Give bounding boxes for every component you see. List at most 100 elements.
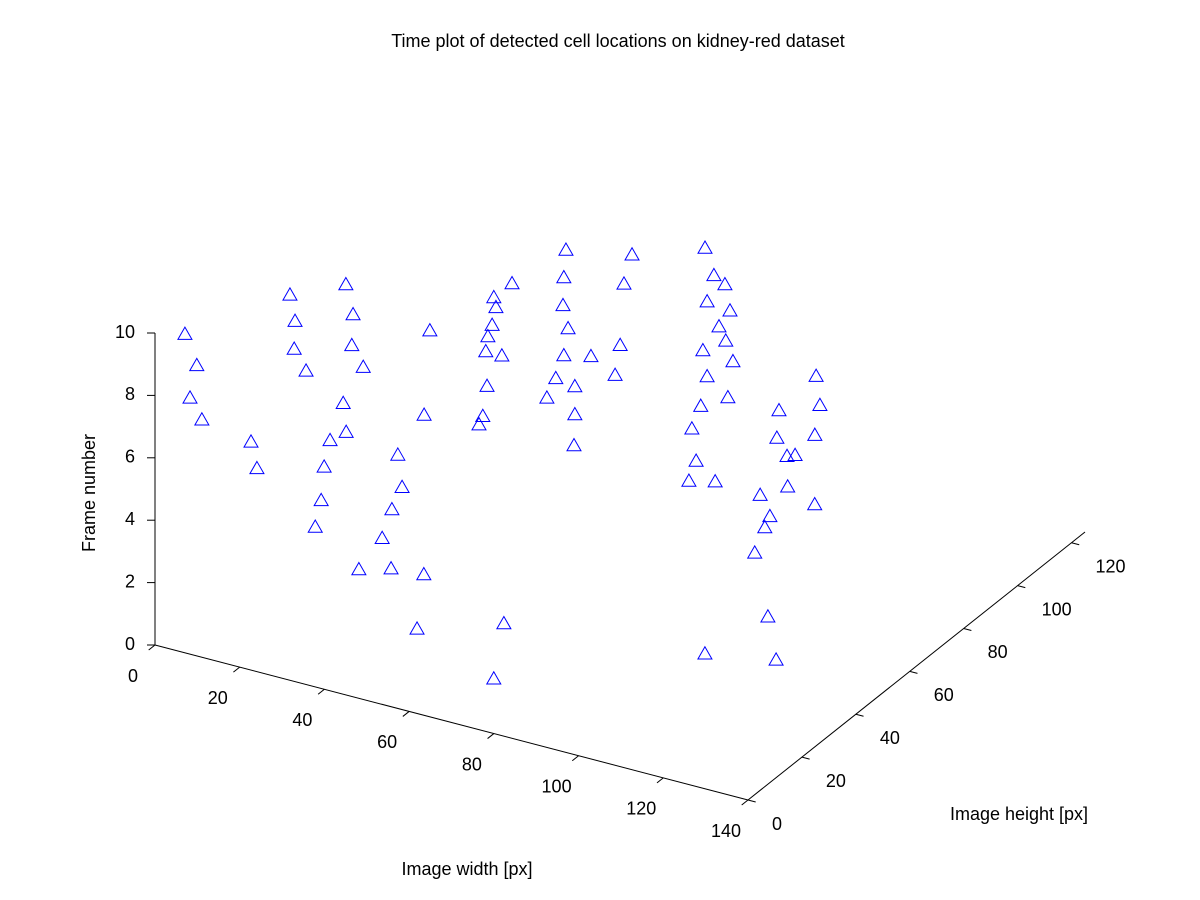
- z-tick-label: 0: [125, 634, 135, 654]
- data-point: [384, 501, 400, 516]
- data-point: [768, 651, 784, 666]
- data-point: [771, 402, 787, 417]
- data-point: [806, 427, 823, 441]
- data-point: [707, 473, 724, 488]
- data-point: [787, 447, 803, 462]
- data-point: [711, 318, 727, 333]
- data-point: [415, 566, 432, 581]
- x-tick: [656, 777, 664, 784]
- data-point: [752, 487, 769, 501]
- data-point: [555, 297, 571, 312]
- data-point: [479, 378, 495, 392]
- data-point: [345, 306, 361, 321]
- data-point: [504, 275, 520, 290]
- data-point: [722, 302, 738, 317]
- data-point: [762, 508, 778, 523]
- data-point: [337, 276, 354, 291]
- data-point: [477, 343, 494, 358]
- data-point: [383, 560, 399, 575]
- y-tick: [747, 799, 756, 803]
- data-point: [313, 492, 330, 507]
- x-tick-label: 60: [377, 732, 397, 752]
- data-point: [555, 269, 572, 284]
- data-point: [298, 362, 314, 377]
- data-point: [496, 615, 512, 630]
- y-axis-title: Image height [px]: [950, 804, 1088, 824]
- x-axis: [154, 644, 749, 801]
- x-tick-label: 140: [711, 821, 741, 841]
- data-point: [688, 453, 704, 467]
- data-point: [249, 460, 265, 475]
- z-tick-label: 2: [125, 571, 135, 591]
- x-tick: [317, 688, 325, 695]
- z-tick-label: 8: [125, 384, 135, 404]
- data-point: [389, 446, 406, 461]
- y-tick: [855, 713, 864, 717]
- data-point: [779, 448, 795, 463]
- data-point: [720, 389, 736, 404]
- data-point: [612, 337, 629, 352]
- x-tick: [233, 666, 241, 673]
- data-point: [480, 328, 496, 343]
- y-tick-label: 60: [934, 685, 954, 705]
- data-point: [566, 378, 583, 393]
- data-point: [760, 608, 776, 623]
- z-tick-label: 6: [125, 447, 135, 467]
- data-point: [351, 561, 367, 576]
- x-tick-label: 0: [128, 666, 138, 686]
- data-point: [779, 478, 796, 493]
- data-point: [355, 359, 372, 373]
- x-tick-label: 100: [542, 776, 572, 796]
- data-point: [692, 398, 709, 412]
- data-point: [493, 347, 510, 362]
- x-tick-label: 120: [626, 799, 656, 819]
- x-tick-label: 20: [208, 688, 228, 708]
- data-point: [243, 433, 259, 448]
- y-tick: [1017, 585, 1026, 589]
- data-point: [555, 347, 572, 362]
- z-axis-title: Frame number: [79, 434, 99, 552]
- x-tick-label: 80: [462, 754, 482, 774]
- data-point: [697, 240, 713, 254]
- data-point: [566, 406, 583, 421]
- data-point: [558, 241, 574, 256]
- data-point: [756, 519, 773, 534]
- x-tick: [571, 755, 579, 762]
- data-point: [307, 518, 324, 533]
- data-point: [547, 370, 564, 385]
- data-point: [706, 267, 722, 282]
- data-point: [188, 357, 205, 372]
- data-point: [338, 424, 355, 438]
- x-tick: [402, 711, 410, 717]
- data-point: [684, 420, 700, 435]
- x-tick: [487, 733, 495, 739]
- data-point: [421, 322, 438, 337]
- y-tick-label: 100: [1042, 599, 1072, 619]
- data-point: [286, 341, 303, 355]
- data-point: [560, 320, 576, 335]
- data-point: [717, 276, 733, 291]
- data-point: [335, 395, 352, 409]
- y-tick-label: 40: [880, 728, 900, 748]
- data-point: [287, 313, 303, 327]
- y-axis: [747, 531, 1086, 801]
- data-point: [182, 389, 198, 404]
- data-point: [488, 299, 504, 314]
- x-tick: [741, 799, 749, 806]
- data-point: [699, 368, 715, 383]
- data-point: [539, 389, 555, 404]
- x-axis-title: Image width [px]: [401, 859, 532, 879]
- x-tick-label: 40: [292, 710, 312, 730]
- data-point: [374, 530, 391, 544]
- y-tick-label: 80: [988, 642, 1008, 662]
- data-point: [484, 317, 500, 331]
- data-point: [699, 293, 715, 308]
- data-point: [282, 286, 298, 301]
- data-point: [394, 479, 410, 493]
- data-point: [746, 544, 763, 559]
- data-point: [409, 620, 425, 635]
- y-tick-label: 0: [772, 814, 782, 834]
- chart-title: Time plot of detected cell locations on …: [391, 31, 845, 51]
- y-tick: [1071, 542, 1080, 546]
